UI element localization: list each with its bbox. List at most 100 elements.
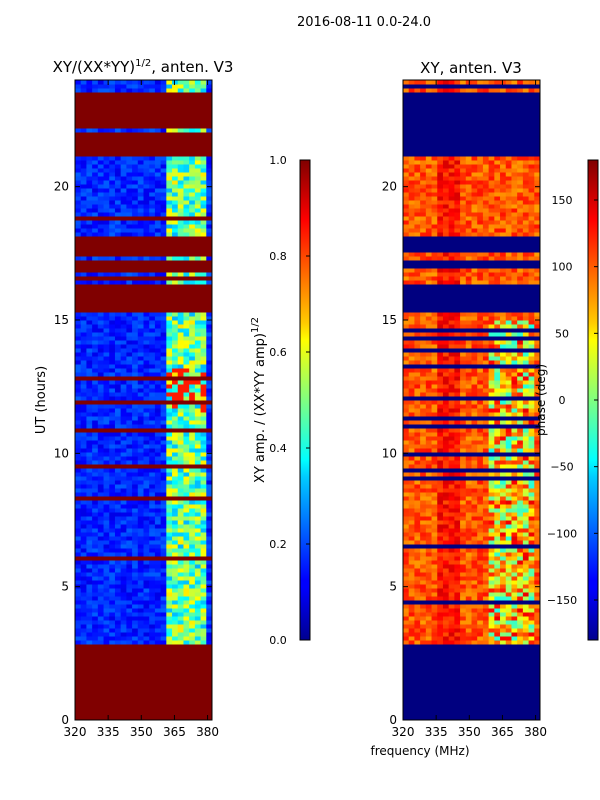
heatmap-cell (194, 528, 202, 533)
heatmap-cell (200, 168, 207, 173)
heatmap-cell (103, 220, 110, 225)
heatmap-cell (166, 616, 173, 621)
heatmap-cell (431, 680, 438, 685)
heatmap-cell (97, 612, 105, 617)
heatmap-cell (511, 640, 518, 645)
heatmap-cell (177, 84, 184, 89)
heatmap-cell (126, 684, 133, 689)
heatmap-cell (137, 292, 144, 297)
heatmap-cell (97, 208, 105, 213)
heatmap-cell (522, 572, 530, 577)
heatmap-cell (92, 564, 99, 569)
heatmap-cell (488, 584, 495, 589)
heatmap-cell (534, 716, 540, 720)
heatmap-cell (114, 96, 122, 101)
heatmap-cell (109, 672, 116, 677)
heatmap-cell (80, 656, 87, 661)
heatmap-cell (177, 636, 184, 641)
heatmap-cell (114, 644, 122, 649)
heatmap-cell (166, 612, 173, 617)
heatmap-cell (114, 488, 122, 493)
heatmap-cell (471, 648, 478, 653)
heatmap-cell (200, 528, 207, 533)
heatmap-cell (200, 680, 207, 685)
heatmap-cell (420, 560, 427, 565)
heatmap-cell (194, 252, 202, 257)
heatmap-cell (75, 320, 82, 325)
heatmap-cell (80, 152, 87, 157)
heatmap-cell (160, 436, 167, 441)
heatmap-cell (511, 672, 518, 677)
heatmap-cell (154, 224, 162, 229)
heatmap-cell (183, 280, 190, 285)
heatmap-cell (86, 684, 93, 689)
heatmap-cell (120, 308, 127, 313)
heatmap-cell (80, 368, 87, 373)
heatmap-cell (126, 480, 133, 485)
heatmap-cell (183, 652, 190, 657)
heatmap-cell (177, 596, 184, 601)
heatmap-cell (75, 376, 82, 381)
colorbar-tick-label: 1.0 (269, 154, 287, 167)
heatmap-cell (103, 200, 110, 205)
heatmap-cell (425, 608, 433, 613)
heatmap-cell (189, 476, 196, 481)
heatmap-cell (482, 608, 490, 613)
heatmap-cell (420, 676, 427, 681)
heatmap-cell (160, 604, 167, 609)
heatmap-cell (75, 392, 82, 397)
heatmap-cell (528, 620, 535, 625)
heatmap-cell (189, 80, 196, 85)
heatmap-cell (505, 592, 512, 597)
heatmap-cell (189, 556, 196, 561)
heatmap-cell (154, 596, 162, 601)
heatmap-cell (143, 196, 150, 201)
heatmap-cell (137, 184, 144, 189)
heatmap-cell (482, 704, 490, 709)
heatmap-cell (431, 656, 438, 661)
heatmap-cell (200, 632, 207, 637)
heatmap-cell (97, 380, 105, 385)
heatmap-cell (92, 576, 99, 581)
heatmap-cell (109, 460, 116, 465)
heatmap-cell (522, 644, 530, 649)
heatmap-cell (189, 260, 196, 265)
heatmap-cell (177, 416, 184, 421)
heatmap-cell (166, 560, 173, 565)
heatmap-cell (143, 192, 150, 197)
heatmap-cell (172, 664, 179, 669)
heatmap-cell (149, 276, 156, 281)
heatmap-cell (137, 372, 144, 377)
heatmap-cell (505, 608, 512, 613)
heatmap-cell (154, 668, 162, 673)
heatmap-cell (471, 564, 478, 569)
heatmap-cell (132, 116, 139, 121)
heatmap-cell (103, 160, 110, 165)
heatmap-cell (177, 460, 184, 465)
heatmap-cell (477, 652, 484, 657)
heatmap-cell (80, 244, 87, 249)
heatmap-cell (488, 608, 495, 613)
heatmap-cell (183, 420, 190, 425)
heatmap-cell (103, 156, 110, 161)
heatmap-cell (143, 680, 150, 685)
heatmap-cell (477, 608, 484, 613)
heatmap-cell (183, 188, 190, 193)
heatmap-cell (92, 680, 99, 685)
heatmap-cell (126, 468, 133, 473)
heatmap-cell (420, 652, 427, 657)
heatmap-cell (172, 260, 179, 265)
heatmap-cell (206, 632, 212, 637)
heatmap-cell (80, 160, 87, 165)
heatmap-cell (132, 552, 139, 557)
heatmap-cell (149, 192, 156, 197)
heatmap-cell (154, 320, 162, 325)
heatmap-cell (154, 304, 162, 309)
heatmap-cell (425, 700, 433, 705)
heatmap-cell (517, 684, 524, 689)
heatmap-cell (460, 628, 467, 633)
heatmap-cell (126, 112, 133, 117)
heatmap-cell (114, 144, 122, 149)
heatmap-cell (160, 268, 167, 273)
heatmap-cell (206, 472, 212, 477)
